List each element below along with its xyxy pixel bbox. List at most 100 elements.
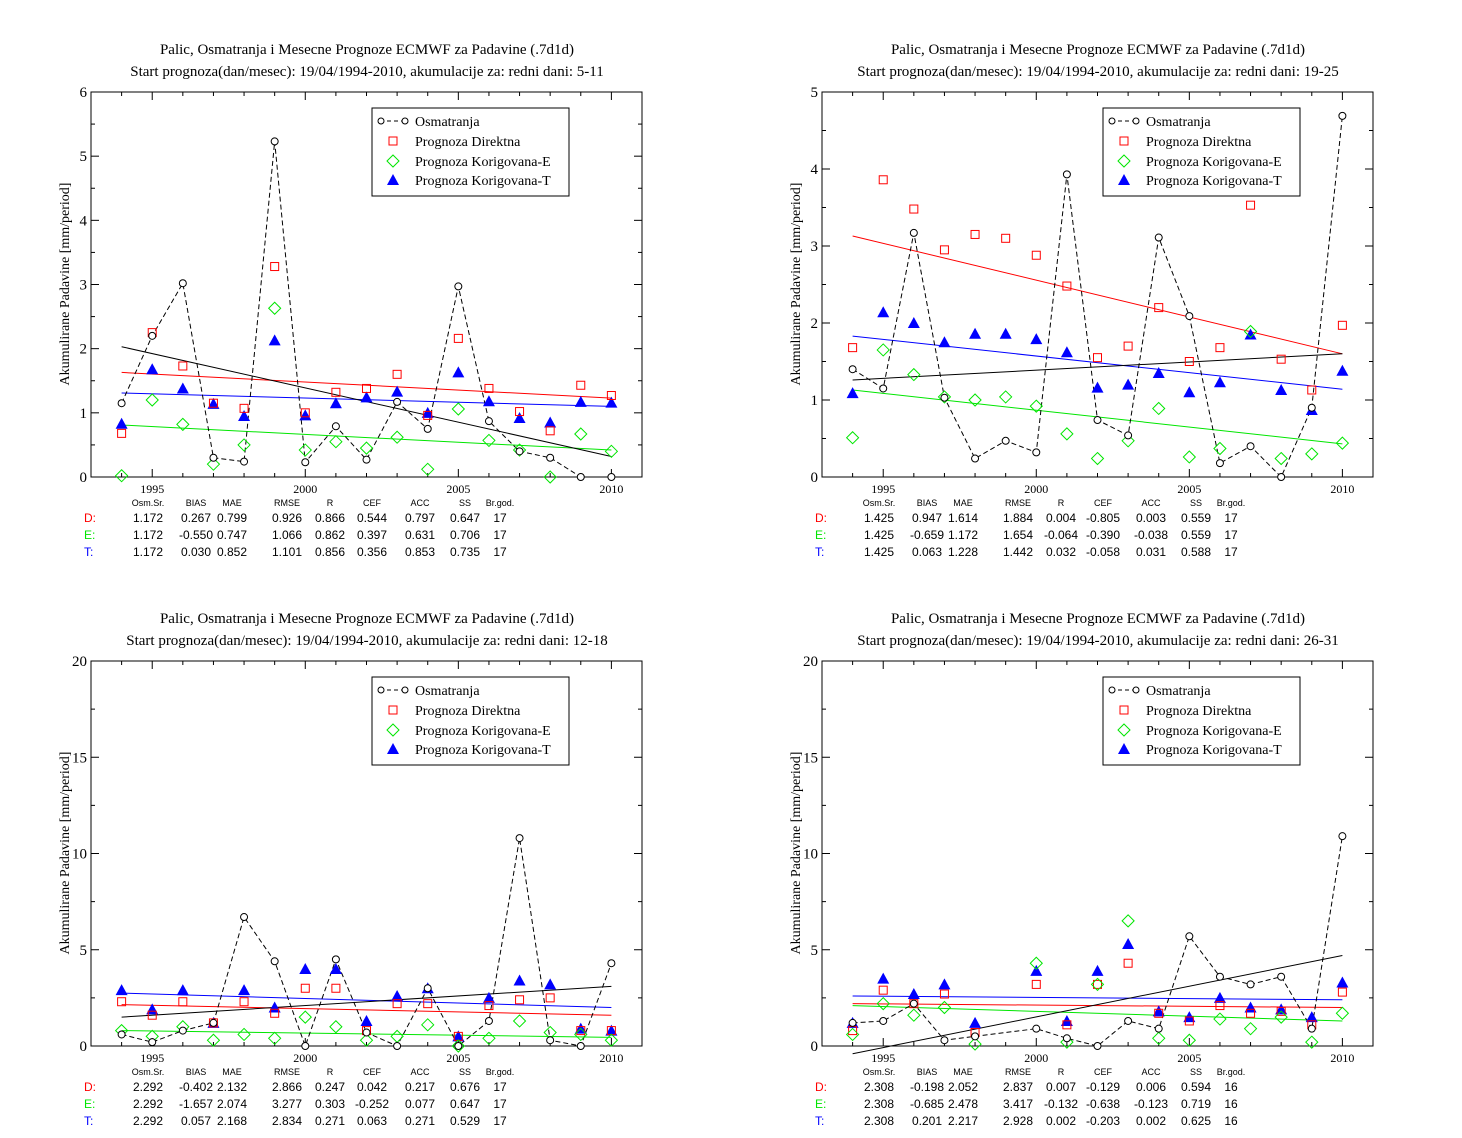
point-direktna	[1031, 979, 1041, 989]
point-korigovana-e	[1243, 324, 1258, 339]
stats-cell: 2.132	[216, 1080, 248, 1094]
legend-marker-korigovana-t	[1118, 743, 1130, 754]
point-osmatranja	[423, 424, 432, 433]
stats-cell: -1.657	[178, 1097, 214, 1111]
stats-cell: 0.947	[911, 511, 943, 525]
y-tick-label: 3	[80, 278, 88, 294]
stats-header: R	[1057, 498, 1065, 508]
point-osmatranja	[362, 455, 371, 464]
legend-label: Osmatranja	[415, 115, 480, 130]
point-osmatranja	[515, 834, 524, 843]
stats-header: SS	[1189, 498, 1202, 508]
point-osmatranja	[848, 365, 857, 374]
point-korigovana-e	[421, 462, 435, 477]
stats-cell: 0.006	[1135, 1080, 1167, 1094]
stats-header: Osm.Sr.	[862, 1067, 896, 1077]
point-korigovana-e	[1060, 427, 1074, 441]
point-korigovana-t	[999, 327, 1012, 339]
stats-cell: -0.550	[178, 528, 214, 542]
stats-cell: 0.799	[216, 511, 248, 525]
series-line-osmatranja	[121, 141, 612, 478]
point-korigovana-t	[329, 963, 342, 974]
point-direktna	[1062, 281, 1072, 291]
stats-cell: 3.277	[271, 1097, 303, 1111]
stats-cell: 0.676	[449, 1080, 481, 1094]
point-direktna	[515, 407, 525, 417]
stats-cell: 0.356	[356, 545, 388, 559]
point-direktna	[208, 398, 218, 408]
stats-row-label: D:	[815, 511, 827, 525]
point-direktna	[300, 983, 310, 993]
point-korigovana-e	[1090, 977, 1105, 992]
point-korigovana-t	[1152, 367, 1165, 379]
point-direktna	[331, 983, 341, 993]
stats-cell: 0.271	[314, 1114, 346, 1128]
point-direktna	[970, 229, 980, 239]
point-korigovana-t	[513, 974, 526, 986]
chart-subtitle: Start prognoza(dan/mesec): 19/04/1994-20…	[126, 633, 608, 649]
legend-marker-korigovana-e	[386, 723, 400, 737]
y-tick-label: 15	[72, 750, 87, 766]
legend-marker-osmatranja	[1132, 117, 1140, 125]
stats-cell: 1.425	[863, 545, 895, 559]
chart-panel-bottom-right: Palic, Osmatranja i Mesecne Prognoze ECM…	[731, 569, 1462, 1138]
point-korigovana-e	[937, 1000, 952, 1015]
point-osmatranja	[879, 384, 888, 393]
point-korigovana-e	[451, 402, 466, 416]
point-osmatranja	[1307, 403, 1316, 412]
point-direktna	[1154, 1008, 1164, 1018]
legend-marker-korigovana-t	[387, 743, 399, 754]
point-korigovana-e	[604, 444, 619, 459]
point-direktna	[1123, 958, 1133, 968]
point-direktna	[1184, 357, 1194, 366]
trend-line-direct	[852, 235, 1343, 355]
point-direktna	[1123, 341, 1133, 351]
point-direktna	[576, 380, 586, 390]
point-korigovana-t	[969, 1016, 982, 1028]
point-korigovana-e	[1090, 451, 1105, 466]
stats-cell: 2.217	[947, 1114, 979, 1128]
stats-cell: 0.647	[449, 511, 481, 525]
legend-marker-korigovana-t	[387, 174, 399, 185]
y-tick-label: 1	[80, 406, 88, 422]
stats-cell: 1.172	[947, 528, 979, 542]
point-osmatranja	[607, 473, 616, 481]
stats-header: CEF	[1094, 1067, 1112, 1077]
stats-cell: 0.529	[449, 1114, 481, 1128]
point-osmatranja	[909, 228, 918, 237]
point-direktna	[939, 245, 949, 255]
stats-header: CEF	[363, 498, 381, 508]
legend-label: Osmatranja	[1146, 684, 1211, 699]
chart-panel-bottom-left: Palic, Osmatranja i Mesecne Prognoze ECM…	[0, 569, 731, 1138]
y-tick-label: 4	[811, 162, 819, 178]
stats-cell: 16	[1224, 1114, 1238, 1128]
series-line-osmatranja	[852, 836, 1343, 1047]
point-direktna	[392, 369, 402, 379]
point-korigovana-t	[1244, 328, 1257, 340]
point-korigovana-t	[1152, 1005, 1165, 1017]
point-osmatranja	[1124, 1016, 1133, 1025]
point-osmatranja	[209, 453, 218, 462]
stats-cell: 1.654	[1002, 528, 1034, 542]
legend-label: Prognoza Korigovana-E	[1146, 724, 1282, 739]
point-korigovana-t	[452, 1030, 465, 1042]
y-tick-label: 20	[803, 654, 818, 670]
stats-table: Osm.Sr. BIAS MAE RMSE R CEF ACC SS Br.god. D: 2.29…	[0, 569, 731, 1138]
point-korigovana-t	[1030, 333, 1043, 345]
point-direktna	[147, 1010, 157, 1020]
stats-header: SS	[1189, 1067, 1202, 1077]
point-korigovana-e	[574, 1027, 588, 1042]
stats-cell: -0.390	[1085, 528, 1121, 542]
x-tick-label: 2010	[1330, 1051, 1354, 1065]
stats-cell: 2.052	[947, 1080, 979, 1094]
point-osmatranja	[546, 1036, 555, 1045]
stats-header: Br.god.	[485, 498, 515, 508]
stats-header: MAE	[222, 498, 242, 508]
point-korigovana-e	[482, 433, 496, 448]
point-korigovana-t	[938, 978, 951, 990]
point-osmatranja	[484, 1016, 493, 1025]
point-osmatranja	[940, 1036, 949, 1045]
point-korigovana-e	[237, 438, 251, 452]
stats-row-label: E:	[84, 1097, 96, 1111]
stats-cell: 0.397	[356, 528, 388, 542]
